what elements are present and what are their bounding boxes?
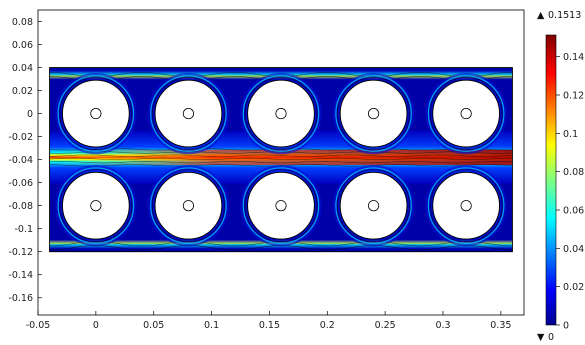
streamline: [337, 77, 410, 150]
colorbar-max-label: 0.1513: [548, 10, 581, 21]
streamline: [49, 157, 512, 160]
streamline: [59, 77, 133, 150]
y-tick-label: -0.08: [8, 201, 33, 212]
cylinder-boundary-flow: [335, 167, 412, 244]
domain-outline: [49, 67, 513, 253]
cylinder-hole: [90, 200, 102, 212]
y-tick-label: -0.02: [8, 132, 33, 143]
x-tick-label: 0.15: [259, 320, 280, 331]
streamline: [244, 169, 318, 243]
cylinder-hole: [90, 108, 102, 120]
streamline: [59, 169, 133, 243]
cylinder-boundary-flow: [57, 75, 135, 152]
cylinder-hole: [275, 200, 287, 212]
cylinder-boundary-flow: [427, 167, 505, 244]
streamline: [49, 160, 512, 164]
streamline: [337, 169, 410, 243]
x-tick-label: 0.2: [320, 320, 335, 331]
colorbar-tick-label: 0.02: [563, 282, 584, 293]
cylinder-boundary-flow: [427, 75, 505, 152]
y-tick-label: 0.04: [12, 63, 33, 74]
colorbar-tick-label: 0.08: [563, 167, 584, 178]
cylinder-boundary-flow: [242, 167, 320, 244]
y-tick-label: -0.12: [8, 247, 33, 258]
colorbar-tick-label: 0.04: [563, 244, 584, 255]
y-tick-label: -0.04: [8, 155, 33, 166]
y-tick-label: -0.14: [8, 270, 33, 281]
colorbar-tick-label: 0: [563, 321, 569, 332]
cylinder-hole: [460, 200, 472, 212]
colorbar-ticks: 0.14 0.12 0.1 0.08 0.06 0.04 0.02 0: [556, 52, 584, 332]
y-tick-label: -0.16: [8, 293, 33, 304]
cylinders-group: [49, 67, 513, 253]
colorbar-tick-label: 0.12: [563, 90, 584, 101]
colorbar-tick-label: 0.1: [563, 129, 578, 140]
x-tick-label: -0.05: [26, 320, 51, 331]
x-tick-label: 0.3: [435, 320, 450, 331]
y-tick-label: 0.06: [12, 40, 33, 51]
cylinder-boundary-flow: [335, 75, 412, 152]
cylinder-hole: [367, 108, 380, 120]
streamline: [152, 169, 225, 243]
streamline: [429, 169, 503, 243]
jet-core: [49, 149, 513, 165]
x-tick-label: 0.05: [143, 320, 164, 331]
y-tick-label: 0: [27, 109, 33, 120]
y-tick-label: -0.06: [8, 178, 33, 189]
cylinder-hole: [182, 200, 195, 212]
colorbar-tick-label: 0.06: [563, 205, 584, 216]
colorbar: [545, 34, 557, 326]
colorbar-max-marker: ▲: [537, 10, 545, 21]
x-tick-label: 0.25: [375, 320, 396, 331]
colorbar-tick-label: 0.14: [563, 52, 584, 63]
streamline: [152, 77, 225, 150]
y-tick-label: -0.1: [14, 224, 33, 235]
y-tick-label: 0.02: [12, 86, 33, 97]
cylinder-boundary-flow: [150, 167, 227, 244]
cylinder-hole: [275, 108, 287, 120]
cylinder-boundary-flow: [57, 167, 135, 244]
streamline: [429, 77, 503, 150]
cylinder-hole: [182, 108, 195, 120]
cylinder-boundary-flow: [242, 75, 320, 152]
y-tick-label: 0.08: [12, 17, 33, 28]
x-tick-label: 0.1: [204, 320, 219, 331]
x-tick-label: 0.35: [490, 320, 511, 331]
x-axis-ticks: -0.05 0 0.05 0.1 0.15 0.2 0.25 0.3 0.35: [26, 311, 511, 331]
streamline: [49, 154, 512, 157]
x-tick-label: 0: [93, 320, 99, 331]
colorbar-min-label: 0: [548, 332, 554, 343]
cylinder-hole: [460, 108, 472, 120]
streamline: [244, 77, 318, 150]
y-axis-ticks: 0.08 0.06 0.04 0.02 0 -0.02 -0.04 -0.06 -0.08 -0.…: [8, 17, 42, 304]
cylinder-boundary-flow: [150, 75, 227, 152]
colorbar-min-marker: ▼: [537, 332, 545, 343]
cylinder-hole: [367, 200, 380, 212]
